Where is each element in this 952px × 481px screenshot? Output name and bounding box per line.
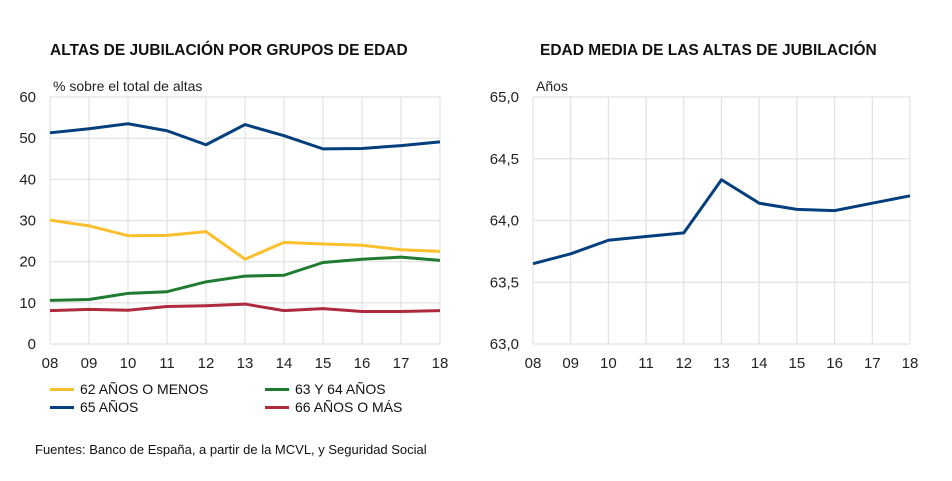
legend-swatch bbox=[265, 405, 289, 409]
x-tick-label: 13 bbox=[713, 355, 730, 372]
y-tick-label: 63,0 bbox=[490, 336, 519, 353]
x-tick-label: 14 bbox=[751, 355, 768, 372]
y-tick-label: 63,5 bbox=[490, 274, 519, 291]
y-tick-label: 64,0 bbox=[490, 213, 519, 230]
x-tick-label: 11 bbox=[638, 355, 654, 372]
legend-swatch bbox=[265, 387, 289, 391]
legend-swatch bbox=[50, 387, 74, 391]
y-tick-label: 10 bbox=[19, 295, 36, 312]
x-tick-label: 17 bbox=[393, 355, 410, 372]
y-axis-unit: % sobre el total de altas bbox=[53, 78, 202, 94]
right-chart-title: EDAD MEDIA DE LAS ALTAS DE JUBILACIÓN bbox=[540, 42, 877, 59]
left-chart-title: ALTAS DE JUBILACIÓN POR GRUPOS DE EDAD bbox=[50, 42, 408, 59]
x-tick-label: 16 bbox=[354, 355, 371, 372]
x-tick-label: 14 bbox=[276, 355, 293, 372]
x-tick-label: 10 bbox=[600, 355, 617, 372]
y-axis-unit: Años bbox=[536, 78, 568, 94]
legend-label: 65 AÑOS bbox=[80, 399, 139, 415]
source-note: Fuentes: Banco de España, a partir de la… bbox=[35, 442, 427, 457]
legend-item-66: 66 AÑOS O MÁS bbox=[265, 399, 402, 415]
x-tick-label: 09 bbox=[81, 355, 98, 372]
y-tick-label: 40 bbox=[19, 171, 36, 188]
legend-label: 63 Y 64 AÑOS bbox=[295, 381, 386, 397]
x-tick-label: 12 bbox=[675, 355, 692, 372]
y-tick-label: 65,0 bbox=[490, 89, 519, 106]
x-tick-label: 18 bbox=[432, 355, 449, 372]
x-tick-label: 16 bbox=[826, 355, 843, 372]
series-line-63-y-64-a-os bbox=[49, 255, 441, 302]
series-line-65-a-os bbox=[49, 122, 441, 151]
series-line-66-a-os-o-m-s bbox=[49, 302, 441, 313]
y-tick-label: 0 bbox=[28, 336, 36, 353]
series-line-edad-media bbox=[532, 178, 911, 266]
x-tick-label: 08 bbox=[42, 355, 59, 372]
x-tick-label: 18 bbox=[902, 355, 919, 372]
x-tick-label: 09 bbox=[562, 355, 579, 372]
y-tick-label: 64,5 bbox=[490, 151, 519, 168]
x-tick-label: 12 bbox=[198, 355, 215, 372]
x-tick-label: 08 bbox=[525, 355, 542, 372]
y-tick-label: 50 bbox=[19, 130, 36, 147]
legend-swatch bbox=[50, 405, 74, 409]
legend-item-65: 65 AÑOS bbox=[50, 399, 138, 415]
legend-label: 62 AÑOS O MENOS bbox=[80, 381, 209, 397]
y-tick-label: 20 bbox=[19, 254, 36, 271]
legend-item-62: 62 AÑOS O MENOS bbox=[50, 381, 208, 397]
x-tick-label: 17 bbox=[864, 355, 881, 372]
legend-label: 66 AÑOS O MÁS bbox=[295, 399, 403, 415]
legend-item-63-64: 63 Y 64 AÑOS bbox=[265, 381, 386, 397]
series-line-62-a-os-o-menos bbox=[49, 218, 441, 261]
y-tick-label: 30 bbox=[19, 213, 36, 230]
x-tick-label: 15 bbox=[789, 355, 806, 372]
x-tick-label: 15 bbox=[315, 355, 332, 372]
x-tick-label: 10 bbox=[120, 355, 137, 372]
x-tick-label: 13 bbox=[237, 355, 254, 372]
x-tick-label: 11 bbox=[159, 355, 175, 372]
y-tick-label: 60 bbox=[19, 89, 36, 106]
